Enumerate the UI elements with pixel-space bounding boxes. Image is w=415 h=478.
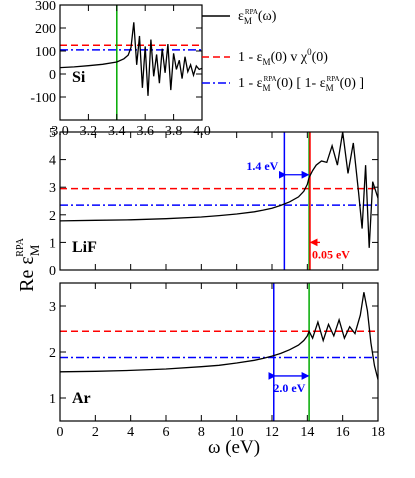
si-panel-label: Si	[72, 69, 86, 86]
ar-annotation-label: 2.0 eV	[273, 381, 305, 395]
ar-x-tick-label: 2	[92, 425, 99, 440]
lif-panel: 1.4 eV 0.05 eV 0 1 2 3 4 5 LiF	[49, 126, 379, 279]
legend-entry-0: εMRPA(ω)	[238, 8, 277, 26]
x-axis-label: ω (eV)	[208, 437, 260, 458]
lif-y-tick-label: 1	[49, 236, 56, 251]
ar-x-tick-label: 12	[265, 425, 279, 440]
si-y-tick-label: -100	[30, 91, 56, 106]
ar-x-tick-label: 6	[163, 425, 170, 440]
ar-x-tick-label: 10	[230, 425, 244, 440]
ar-x-tick-label: 0	[57, 425, 64, 440]
si-y-tick-label: 100	[35, 45, 56, 60]
ar-y-tick-label: 3	[49, 300, 56, 315]
lif-y-tick-label: 3	[49, 181, 56, 196]
si-frame	[59, 4, 203, 121]
ar-x-tick-label: 4	[127, 425, 134, 440]
lif-y-tick-label: 5	[49, 126, 56, 141]
lif-y-tick-label: 0	[49, 264, 56, 279]
si-y-tick-label: 200	[35, 22, 56, 37]
lif-frame	[59, 131, 379, 271]
lif-y-tick-label: 2	[49, 209, 56, 224]
ar-y-tick-label: 1	[49, 392, 56, 407]
ar-frame	[59, 282, 379, 422]
ar-x-tick-label: 14	[300, 425, 314, 440]
si-y-tick-label: 300	[35, 0, 56, 14]
ar-x-tick-label: 16	[336, 425, 350, 440]
si-data-line	[60, 22, 202, 96]
si-y-tick-label: 0	[49, 68, 56, 83]
ar-x-tick-label: 8	[198, 425, 205, 440]
ar-data-line	[60, 292, 378, 380]
ar-panel-label: Ar	[72, 390, 91, 407]
legend-entry-2: 1 - εMRPA(0) [ 1- εMRPA(0) ]	[238, 75, 364, 93]
legend-entry-1: 1 - εM(0) v χ0(0)	[238, 47, 328, 67]
lif-annotation-label: 1.4 eV	[246, 159, 278, 173]
ar-y-tick-label: 2	[49, 346, 56, 361]
y-axis-label: Re εMRPA	[15, 237, 42, 292]
lif-data-line	[60, 132, 378, 248]
legend: εMRPA(ω) 1 - εM(0) v χ0(0) 1 - εMRPA(0) …	[202, 8, 364, 93]
lif-panel-label: LiF	[72, 239, 97, 256]
ar-x-tick-label: 18	[371, 425, 385, 440]
lif-annotation-label: 0.05 eV	[312, 247, 350, 261]
lif-y-tick-label: 4	[49, 154, 56, 169]
